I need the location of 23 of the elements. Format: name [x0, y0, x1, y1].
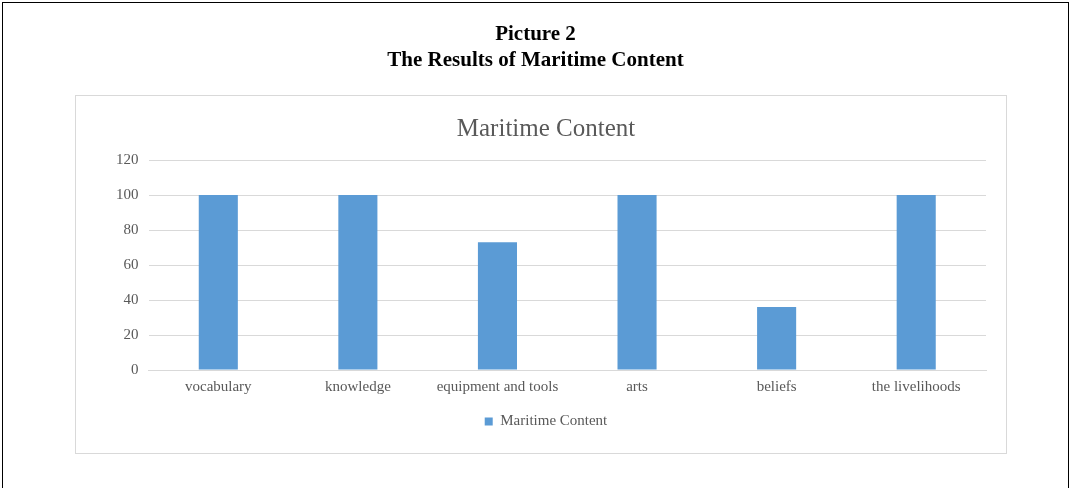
- y-tick-label: 40: [123, 290, 139, 307]
- bar: [477, 242, 517, 370]
- x-tick-label: beliefs: [756, 377, 797, 394]
- bar: [757, 307, 797, 370]
- y-tick-label: 0: [131, 360, 139, 377]
- y-tick-label: 100: [116, 185, 139, 202]
- bar: [617, 195, 657, 370]
- bar: [198, 195, 238, 370]
- y-tick-label: 20: [123, 325, 139, 342]
- x-tick-label: the livelihoods: [871, 377, 961, 394]
- y-tick-label: 120: [116, 150, 139, 167]
- text: The Results of Maritime Content: [386, 46, 685, 72]
- legend-label: Maritime Content: [500, 412, 609, 429]
- x-tick-label: arts: [626, 377, 649, 394]
- x-tick-label: vocabulary: [184, 377, 253, 394]
- y-tick-label: 60: [123, 255, 139, 272]
- bar: [896, 195, 936, 370]
- bar: [338, 195, 378, 370]
- chart-title: Maritime Content: [456, 113, 636, 141]
- text: Picture 2: [494, 20, 577, 46]
- x-tick-label: equipment and tools: [436, 377, 559, 394]
- x-tick-label: knowledge: [324, 377, 392, 394]
- y-tick-label: 80: [123, 220, 139, 237]
